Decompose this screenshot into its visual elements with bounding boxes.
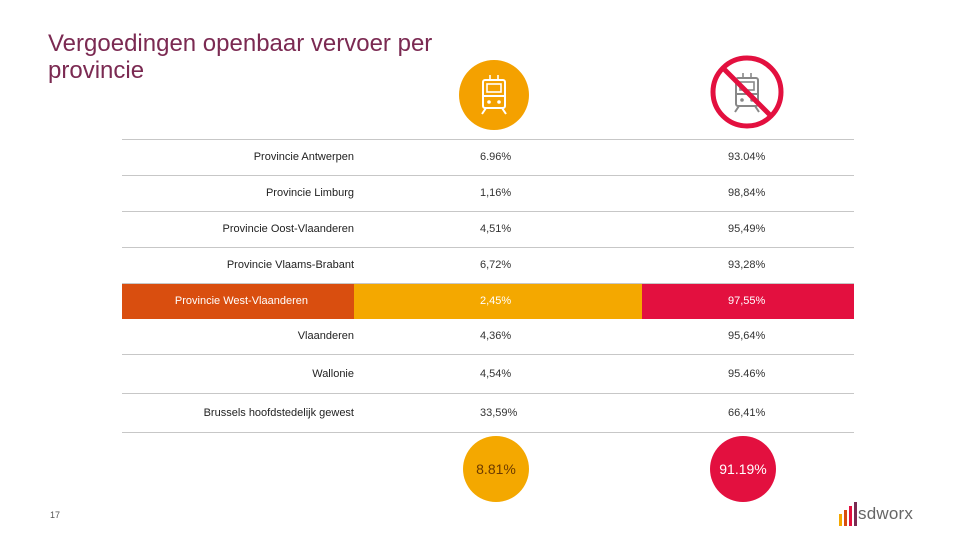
- highlight-cell-with: [354, 284, 642, 319]
- logo-mark-icon: [839, 502, 857, 526]
- value-with-transport: 2,45%: [480, 295, 512, 307]
- province-table: Provincie Antwerpen 6.96% 93.04% Provinc…: [122, 139, 854, 433]
- value-without-transport: 95,64%: [728, 330, 766, 342]
- value-with-transport: 33,59%: [480, 407, 518, 419]
- table-row: Provincie Vlaams-Brabant 6,72% 93,28%: [122, 248, 854, 284]
- table-row: Vlaanderen 4,36% 95,64%: [122, 319, 854, 355]
- province-name: Provincie Vlaams-Brabant: [226, 259, 354, 271]
- table-row: Provincie Limburg 1,16% 98,84%: [122, 176, 854, 212]
- total-without-transport: 91.19%: [710, 436, 776, 502]
- table-row: Wallonie 4,54% 95.46%: [122, 355, 854, 394]
- sdworx-logo: sdworx: [838, 502, 918, 528]
- value-without-transport: 97,55%: [728, 295, 766, 307]
- province-name: Brussels hoofdstedelijk gewest: [203, 407, 354, 419]
- highlight-cell-name: [122, 284, 354, 319]
- no-train-icon: [709, 54, 785, 130]
- value-without-transport: 95.46%: [728, 368, 766, 380]
- table-row-highlighted: Provincie West-Vlaanderen 2,45% 97,55%: [122, 284, 854, 319]
- highlight-cell-without: [642, 284, 854, 319]
- value-with-transport: 4,54%: [480, 368, 512, 380]
- train-icon: [459, 60, 529, 130]
- value-with-transport: 4,36%: [480, 330, 512, 342]
- value-with-transport: 6,72%: [480, 259, 512, 271]
- value-without-transport: 93,28%: [728, 259, 766, 271]
- table-row: Brussels hoofdstedelijk gewest 33,59% 66…: [122, 394, 854, 433]
- province-name: Provincie Limburg: [265, 187, 354, 199]
- logo-text: sdworx: [858, 504, 914, 523]
- value-without-transport: 66,41%: [728, 407, 766, 419]
- total-with-transport: 8.81%: [463, 436, 529, 502]
- value-without-transport: 95,49%: [728, 223, 766, 235]
- province-name: Provincie Antwerpen: [253, 151, 354, 163]
- value-with-transport: 6.96%: [480, 151, 512, 163]
- table-row: Provincie Oost-Vlaanderen 4,51% 95,49%: [122, 212, 854, 248]
- value-with-transport: 4,51%: [480, 223, 512, 235]
- value-without-transport: 93.04%: [728, 151, 766, 163]
- value-with-transport: 1,16%: [480, 187, 512, 199]
- value-without-transport: 98,84%: [728, 187, 766, 199]
- province-name: Wallonie: [312, 368, 354, 380]
- page-title: Vergoedingen openbaar vervoer per provin…: [48, 30, 433, 84]
- province-name: Provincie West-Vlaanderen: [174, 295, 308, 307]
- table-row: Provincie Antwerpen 6.96% 93.04%: [122, 139, 854, 176]
- page-number: 17: [50, 510, 61, 520]
- province-name: Vlaanderen: [297, 330, 354, 342]
- province-name: Provincie Oost-Vlaanderen: [222, 223, 354, 235]
